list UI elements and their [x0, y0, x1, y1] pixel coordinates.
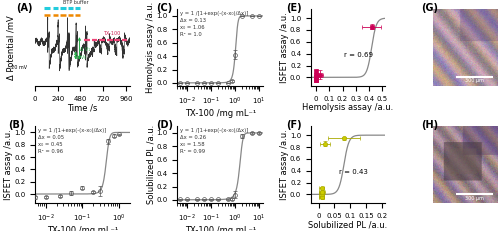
- Text: (D): (D): [156, 120, 173, 130]
- Text: (E): (E): [286, 3, 302, 13]
- Text: (G): (G): [421, 3, 438, 13]
- Y-axis label: ISFET assay /a.u.: ISFET assay /a.u.: [280, 12, 288, 83]
- X-axis label: Solubilized PL /a.u.: Solubilized PL /a.u.: [308, 220, 388, 229]
- X-axis label: TX-100 /mg mL⁻¹: TX-100 /mg mL⁻¹: [184, 226, 256, 231]
- X-axis label: TX-100 /mg mL⁻¹: TX-100 /mg mL⁻¹: [184, 109, 256, 118]
- Text: TX-100: TX-100: [103, 31, 120, 36]
- Text: Δ V₀: Δ V₀: [76, 55, 86, 60]
- Y-axis label: ISFET assay /a.u.: ISFET assay /a.u.: [280, 129, 288, 200]
- Text: BTP buffer: BTP buffer: [64, 0, 89, 5]
- Text: r = 0.69: r = 0.69: [344, 52, 373, 58]
- X-axis label: TX-100 /mg mL⁻¹: TX-100 /mg mL⁻¹: [46, 226, 118, 231]
- Text: (A): (A): [16, 3, 32, 13]
- Text: Δ V₁: Δ V₁: [80, 47, 90, 52]
- Y-axis label: ISFET assay /a.u.: ISFET assay /a.u.: [4, 129, 13, 200]
- Y-axis label: Hemolysis assay /a.u.: Hemolysis assay /a.u.: [146, 2, 155, 93]
- Text: r = 0.43: r = 0.43: [339, 169, 368, 175]
- Text: y = 1 /[1+exp(-(x-x₀)/Δx)]
Δx = 0.13
x₀ = 1.06
R² = 1.0: y = 1 /[1+exp(-(x-x₀)/Δx)] Δx = 0.13 x₀ …: [180, 11, 248, 37]
- Text: y = 1 /[1+exp(-(x-x₀)/Δx)]
Δx = 0.26
x₀ = 1.58
R² = 0.99: y = 1 /[1+exp(-(x-x₀)/Δx)] Δx = 0.26 x₀ …: [180, 128, 248, 154]
- Text: (F): (F): [286, 120, 302, 130]
- Y-axis label: Δ Potential /mV: Δ Potential /mV: [6, 15, 16, 80]
- Text: : 20 mV: : 20 mV: [8, 65, 27, 70]
- Y-axis label: Solubilized PL /a.u.: Solubilized PL /a.u.: [146, 125, 155, 204]
- X-axis label: Hemolysis assay /a.u.: Hemolysis assay /a.u.: [302, 103, 394, 112]
- Text: 300 μm: 300 μm: [464, 79, 483, 83]
- X-axis label: Time /s: Time /s: [67, 103, 98, 112]
- Text: y = 1 /[1+exp(-(x-x₀)/Δx)]
Δx = 0.05
x₀ = 0.45
R² = 0.96: y = 1 /[1+exp(-(x-x₀)/Δx)] Δx = 0.05 x₀ …: [38, 128, 106, 154]
- Text: (H): (H): [421, 120, 438, 130]
- Text: (C): (C): [156, 3, 172, 13]
- Text: (B): (B): [8, 120, 25, 130]
- Text: 300 μm: 300 μm: [464, 195, 483, 201]
